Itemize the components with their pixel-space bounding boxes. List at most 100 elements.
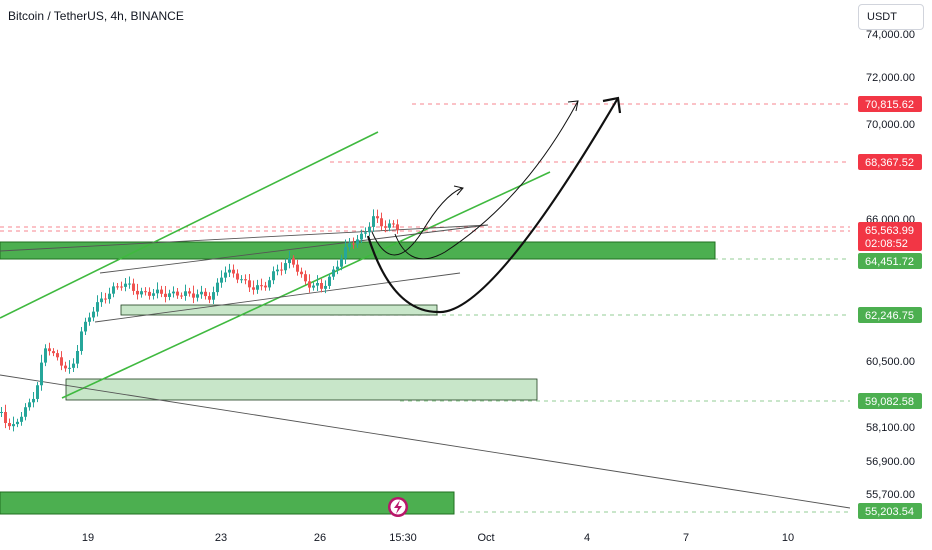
candle <box>104 298 107 300</box>
candle <box>260 285 263 287</box>
price-axis-label: 72,000.00 <box>866 72 915 84</box>
time-axis[interactable]: 19 23 26 15:30 Oct 4 7 10 <box>0 526 932 550</box>
candle <box>32 398 35 403</box>
candle <box>140 291 143 295</box>
candle <box>220 277 223 283</box>
time-axis-label: 26 <box>314 532 326 544</box>
arrow-head[interactable] <box>453 185 464 196</box>
zone-box[interactable] <box>65 378 538 401</box>
projection-arrows[interactable] <box>366 96 622 314</box>
candle <box>380 218 383 227</box>
price-axis[interactable]: 74,000.0072,000.0070,000.0066,000.0060,5… <box>850 0 932 526</box>
candle <box>0 412 3 413</box>
candle <box>68 367 71 369</box>
currency-button[interactable]: USDT <box>858 4 924 30</box>
candle <box>296 264 299 272</box>
price-tag <box>858 253 922 269</box>
time-axis-label: 15:30 <box>389 532 417 544</box>
candle <box>144 291 147 293</box>
price-tag <box>858 96 922 112</box>
candle <box>224 272 227 278</box>
candle <box>200 291 203 295</box>
candle <box>124 283 127 287</box>
candles <box>0 209 399 432</box>
candle <box>332 269 335 277</box>
zone-boxes[interactable] <box>0 241 716 515</box>
trend-line[interactable] <box>0 224 489 252</box>
candle <box>184 291 187 296</box>
price-tag <box>858 222 922 238</box>
symbol-title: Bitcoin / TetherUS, 4h, BINANCE <box>8 9 184 23</box>
candle <box>36 385 39 399</box>
candle <box>228 269 231 273</box>
candle <box>72 363 75 368</box>
candle <box>280 269 283 271</box>
candle <box>4 412 7 423</box>
candle <box>376 216 379 219</box>
candle <box>304 274 307 282</box>
candle <box>92 311 95 318</box>
candle <box>244 279 247 281</box>
candle <box>176 291 179 296</box>
candle <box>356 239 359 245</box>
price-tag <box>858 235 922 251</box>
arrow-head[interactable] <box>567 100 579 112</box>
candle <box>272 271 275 281</box>
candle <box>368 226 371 233</box>
candle <box>328 276 331 286</box>
candle <box>40 362 43 386</box>
candle <box>44 348 47 363</box>
trend-line[interactable] <box>99 224 489 274</box>
candle <box>216 282 219 293</box>
candle <box>288 258 291 264</box>
candle <box>348 243 351 248</box>
candle <box>128 283 131 285</box>
price-axis-label: 60,500.00 <box>866 356 915 368</box>
price-tag-label: 64,451.72 <box>865 256 914 268</box>
candle <box>160 289 163 294</box>
trend-lines[interactable] <box>0 131 851 509</box>
projection-path[interactable] <box>366 97 619 314</box>
price-tag-label: 59,082.58 <box>865 396 914 408</box>
projection-path[interactable] <box>371 187 463 256</box>
price-tag-label: 70,815.62 <box>865 99 914 111</box>
candle <box>132 283 135 291</box>
zone-box[interactable] <box>120 304 438 316</box>
candle <box>192 293 195 298</box>
zone-box[interactable] <box>0 491 455 515</box>
candle <box>20 416 23 422</box>
price-tag-label: 62,246.75 <box>865 310 914 322</box>
candle <box>12 424 15 427</box>
trend-line[interactable] <box>0 374 851 509</box>
candle <box>80 331 83 352</box>
price-tag-label: 65,563.99 <box>865 225 914 237</box>
price-tag <box>858 307 922 323</box>
trend-line[interactable] <box>0 131 379 319</box>
candle <box>204 291 207 297</box>
candle <box>284 263 287 271</box>
candle <box>196 294 199 298</box>
projection-path[interactable] <box>394 100 579 260</box>
price-tag-label: 68,367.52 <box>865 157 914 169</box>
candle <box>312 285 315 288</box>
arrow-head[interactable] <box>602 96 622 114</box>
candle <box>24 407 27 417</box>
candle <box>188 291 191 294</box>
candle <box>84 321 87 332</box>
trend-line[interactable] <box>94 272 461 323</box>
candle <box>152 293 155 296</box>
price-tag <box>858 393 922 409</box>
candle <box>360 233 363 240</box>
price-axis-label: 74,000.00 <box>866 29 915 41</box>
time-axis-label: 10 <box>782 532 794 544</box>
candle <box>352 243 355 245</box>
price-axis-label: 58,100.00 <box>866 422 915 434</box>
candle <box>56 353 59 358</box>
candle <box>60 357 63 366</box>
trend-line[interactable] <box>61 171 551 399</box>
candle <box>28 402 31 408</box>
candle <box>372 216 375 227</box>
flash-icon[interactable] <box>388 497 408 517</box>
